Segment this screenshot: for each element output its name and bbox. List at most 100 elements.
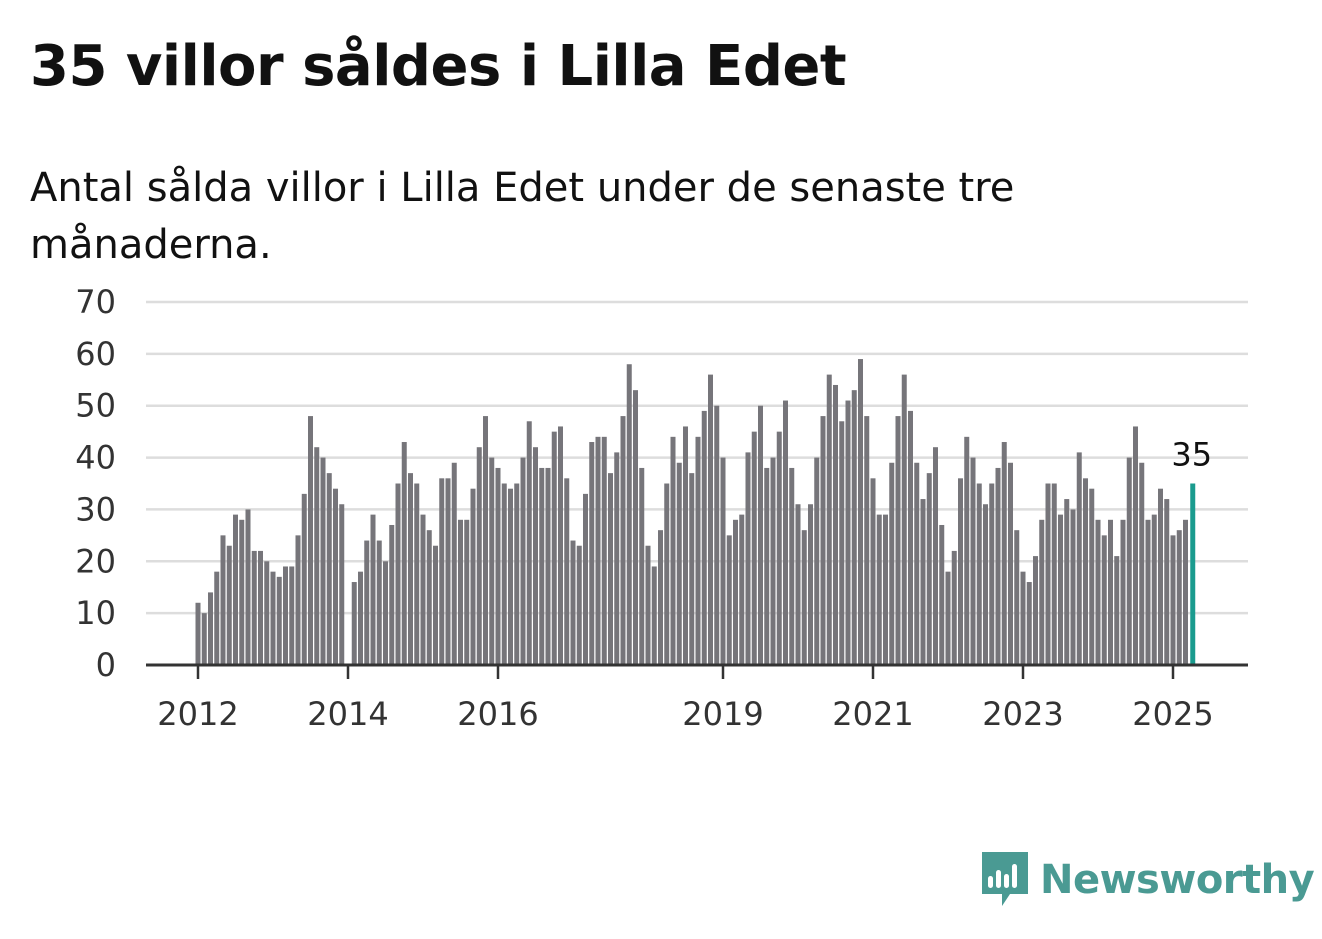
chart-subtitle: Antal sålda villor i Lilla Edet under de… [30,165,1015,268]
bar [801,530,807,665]
bar [320,457,326,665]
bar [420,514,426,665]
bar [495,467,501,665]
bar [539,467,545,665]
bar [483,416,488,665]
bar [370,514,376,665]
bar [939,524,945,665]
bar [408,473,413,665]
bar [308,416,313,665]
bar [639,467,645,665]
bar [1145,519,1151,665]
bar [1101,535,1107,665]
bar [389,524,395,665]
bar [476,447,482,665]
bar [301,493,307,665]
bar [689,473,695,665]
newsworthy-logo-icon [982,852,1028,906]
bar [383,561,388,665]
chart-title: 35 villor såldes i Lilla Edet [30,34,847,99]
bar [789,467,795,665]
bar [770,457,776,665]
bar [195,602,201,665]
bar [1120,519,1126,665]
bar [395,483,401,665]
bar [608,473,613,665]
bar [883,514,888,665]
bar [870,478,876,665]
bar [364,540,370,665]
bar [326,473,332,665]
y-tick-label: 10 [75,594,116,632]
bar [439,478,445,665]
y-tick-label: 70 [75,283,116,321]
bar [464,519,470,665]
bar [795,504,801,665]
bar [989,483,995,665]
bar [676,462,682,665]
bar [576,545,582,665]
bar [501,483,507,665]
bar [426,530,432,665]
bar [739,514,745,665]
bar [226,545,232,665]
bar [564,478,570,665]
bar [1076,452,1082,665]
bar [201,613,207,665]
bar [270,571,276,665]
x-tick-label: 2019 [682,695,763,733]
bar [276,576,282,665]
x-tick-label: 2014 [307,695,388,733]
bar [533,447,538,665]
bar [851,390,857,665]
bar [1089,488,1095,665]
bar [901,374,907,665]
y-tick-label: 60 [75,335,116,373]
bar [1139,462,1145,665]
bar-chart: 0 10 20 30 40 50 60 70 35 2012 2014 2016 2019 2021 202… [75,283,1248,733]
brand-name: Newsworthy [1040,857,1315,903]
bar [258,550,263,665]
bar [620,416,626,665]
bar [214,571,220,665]
bar [933,447,938,665]
bar [1008,462,1013,665]
bar [995,467,1001,665]
bar [401,442,407,665]
bar [1176,530,1182,665]
bar [658,530,663,665]
bar [1083,478,1088,665]
bar [339,504,345,665]
bar [945,571,951,665]
bar [751,431,757,665]
bar [1183,519,1188,665]
bar [683,426,688,665]
bar [289,566,295,665]
x-tick-label: 2012 [157,695,238,733]
bar [964,436,970,665]
newsworthy-logo: Newsworthy [980,850,1315,910]
bar [864,416,870,665]
bar [1020,571,1026,665]
bar [351,582,357,665]
bar [595,436,601,665]
bar [626,364,632,665]
bar [1108,519,1113,665]
bar [583,493,588,665]
bar [295,535,301,665]
bar [1033,556,1038,665]
bar [776,431,782,665]
bar [645,545,651,665]
bar [614,452,620,665]
bar [664,483,670,665]
bar [670,436,676,665]
bar [451,462,457,665]
bar [570,540,576,665]
bar [508,488,513,665]
bar [433,545,438,665]
bar [758,405,763,665]
bar [1039,519,1045,665]
bar [983,504,988,665]
bar [239,519,245,665]
bar [1058,514,1063,665]
